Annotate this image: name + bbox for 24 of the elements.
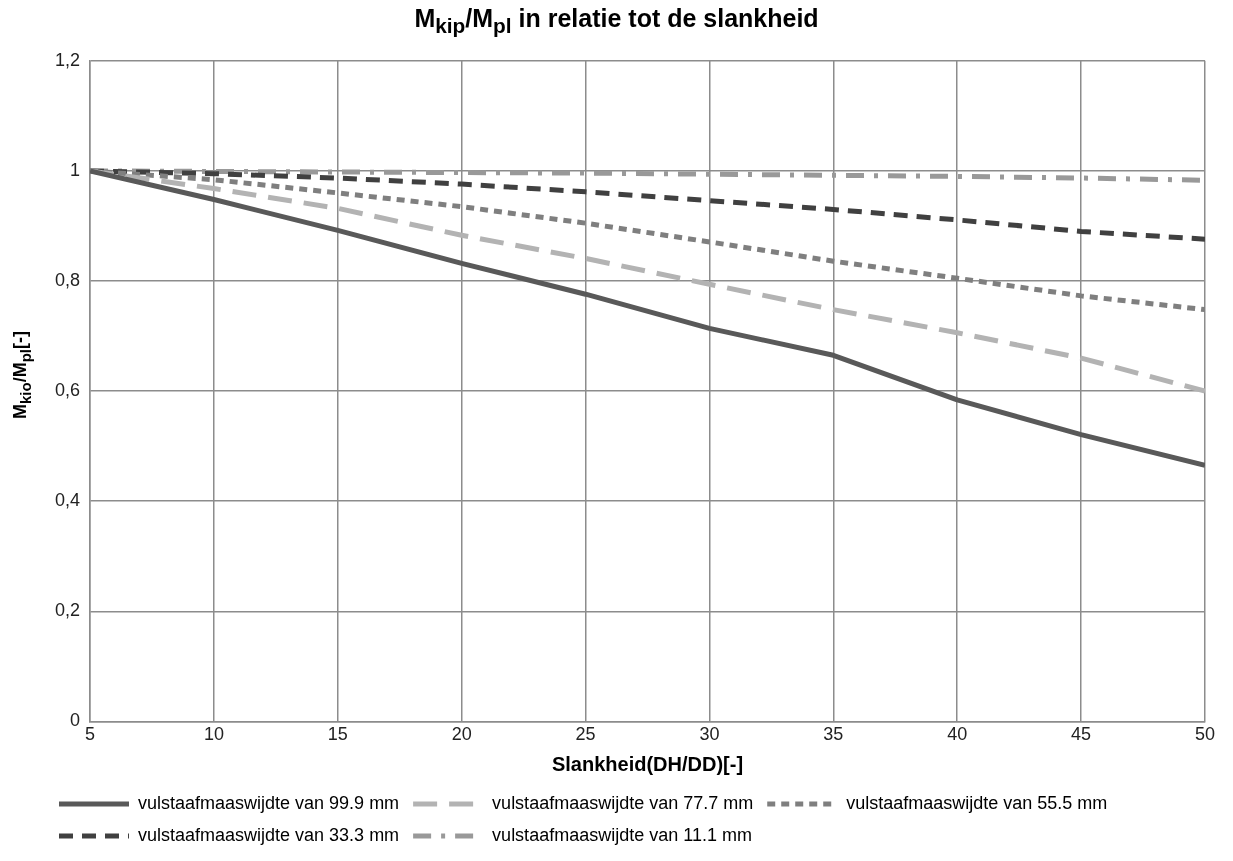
x-tick-label: 45 — [1071, 724, 1092, 745]
x-tick-label: 25 — [575, 724, 596, 745]
legend-label: vulstaafmaaswijdte van 99.9 mm — [138, 792, 400, 813]
x-tick-label: 35 — [823, 724, 844, 745]
y-tick-label: 0 — [70, 710, 81, 731]
y-tick-label: 0,6 — [54, 380, 81, 401]
y-tick-label: 1,2 — [54, 49, 81, 70]
x-tick-label: 40 — [947, 724, 968, 745]
legend-label: vulstaafmaaswijdte van 33.3 mm — [138, 824, 400, 845]
legend-label: vulstaafmaaswijdte van 55.5 mm — [846, 792, 1108, 813]
legend-label: vulstaafmaaswijdte van 77.7 mm — [492, 792, 754, 813]
y-tick-label: 1 — [70, 159, 81, 180]
x-tick-label: 30 — [699, 724, 720, 745]
y-tick-label: 0,8 — [54, 269, 81, 290]
x-tick-label: 15 — [327, 724, 348, 745]
x-tick-label: 20 — [451, 724, 472, 745]
x-tick-label: 50 — [1194, 724, 1216, 745]
chart-title: M$_{kip}$/M$_{pl}$ in relatie tot de slankheid — [413, 4, 820, 38]
y-tick-label: 0,4 — [54, 490, 81, 511]
y-tick-label: 0,2 — [54, 600, 81, 621]
x-axis-title: Slankheid(DH/DD)[-] — [551, 752, 744, 775]
legend-label: vulstaafmaaswijdte van 11.1 mm — [492, 824, 752, 845]
x-tick-label: 5 — [85, 724, 96, 745]
x-tick-label: 10 — [203, 724, 224, 745]
